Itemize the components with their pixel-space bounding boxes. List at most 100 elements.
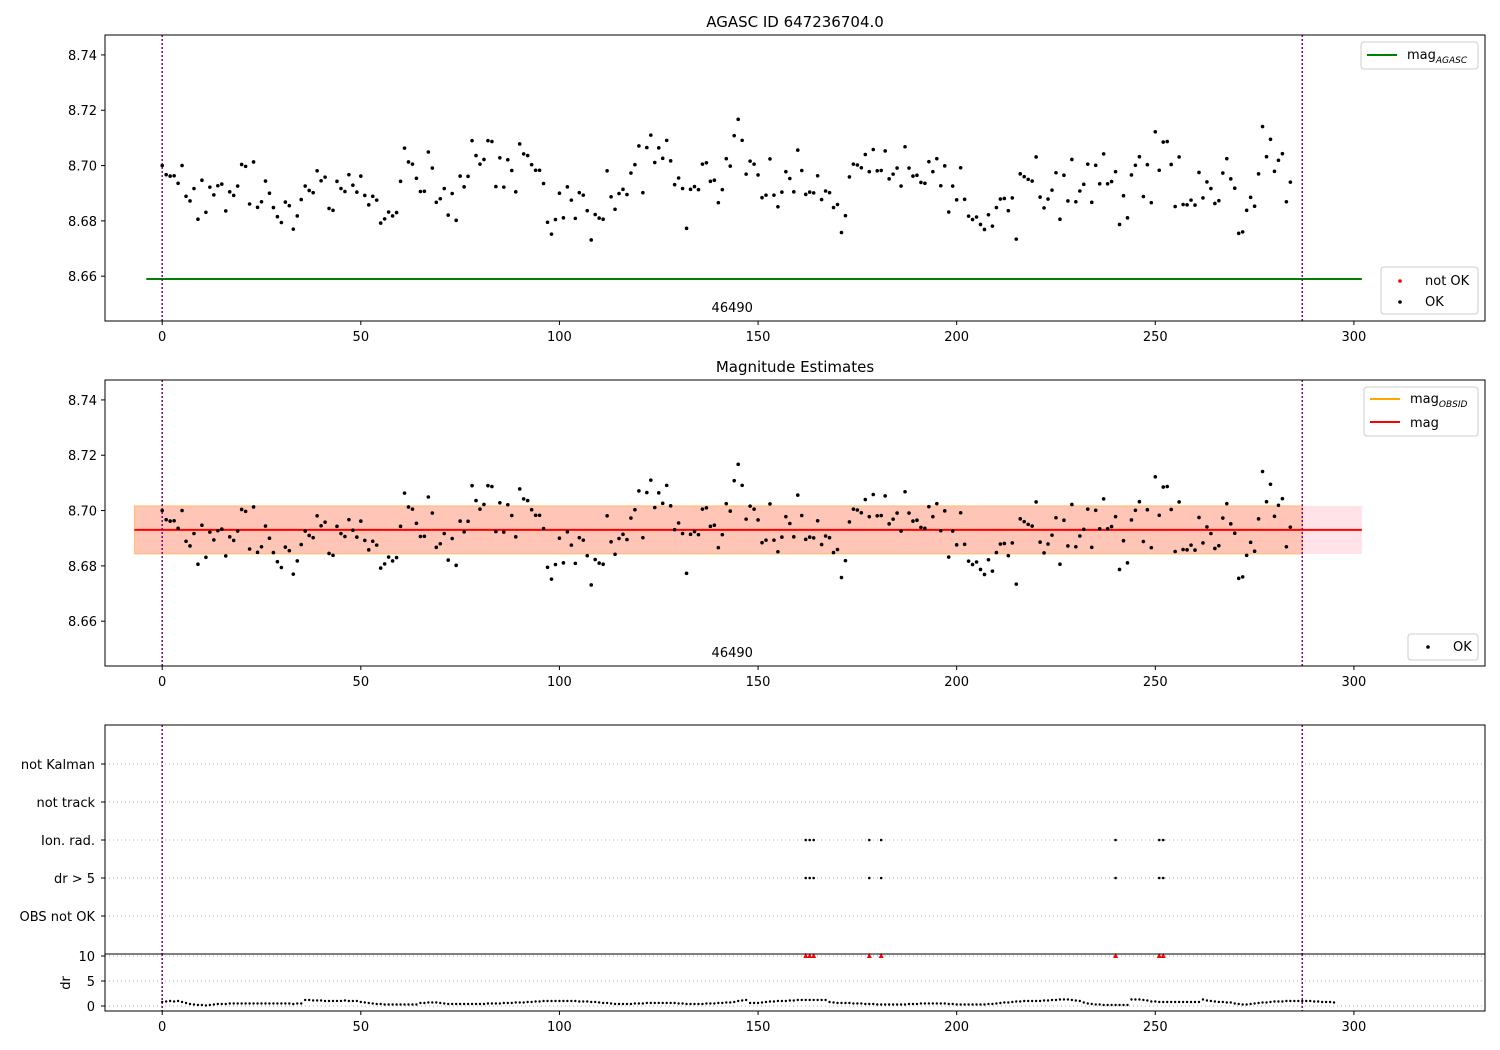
- dr-point: [1173, 1000, 1177, 1004]
- data-point: [883, 149, 887, 153]
- data-point: [994, 205, 999, 210]
- dr-point: [284, 1002, 287, 1005]
- data-point: [470, 483, 474, 488]
- dr-point: [1166, 1000, 1169, 1004]
- dr-point: [168, 999, 172, 1003]
- data-point: [362, 538, 367, 543]
- dr-point: [593, 1000, 597, 1004]
- dr-point: [272, 1002, 275, 1005]
- dr-point: [744, 998, 748, 1002]
- data-point: [192, 186, 196, 191]
- data-point: [355, 190, 359, 194]
- data-point: [343, 189, 347, 194]
- data-point: [267, 536, 272, 541]
- dr-point: [180, 1000, 184, 1004]
- data-point: [208, 185, 212, 189]
- dr-clipped-marker: [811, 953, 817, 958]
- panel-dr-x-ticks: 0 50 100 150 200 250 300: [158, 1011, 1366, 1035]
- data-point: [656, 491, 661, 495]
- dr-point: [212, 1003, 216, 1006]
- data-point: [1121, 538, 1126, 543]
- data-point: [283, 200, 288, 204]
- data-point: [545, 220, 550, 225]
- dr-point: [864, 1002, 867, 1006]
- dr-point: [899, 1003, 903, 1006]
- dr-point: [633, 1002, 637, 1005]
- data-point: [875, 169, 880, 173]
- data-point: [605, 169, 609, 173]
- x-tick-label: 0: [158, 330, 166, 345]
- data-point: [1197, 170, 1201, 175]
- dr-point: [1106, 1003, 1109, 1007]
- data-point: [772, 538, 776, 542]
- dr-clipped-marker: [803, 953, 809, 958]
- data-point: [819, 197, 824, 202]
- data-point: [994, 550, 999, 555]
- dr-point: [196, 1003, 200, 1007]
- panel-agasc-frame: [104, 34, 1486, 322]
- dr-point: [1189, 1000, 1193, 1004]
- data-point: [1149, 545, 1154, 550]
- data-point: [569, 543, 574, 547]
- dr-point: [252, 1002, 255, 1005]
- data-point: [1224, 156, 1229, 161]
- dr-point: [1034, 999, 1038, 1003]
- data-point: [776, 204, 780, 209]
- data-point: [803, 537, 808, 542]
- data-point: [188, 199, 192, 203]
- data-point: [410, 507, 415, 511]
- data-point: [351, 183, 355, 187]
- data-point: [883, 494, 887, 498]
- data-point: [239, 507, 244, 512]
- data-point: [541, 526, 546, 531]
- dr-point: [653, 1001, 656, 1005]
- data-point: [962, 197, 967, 202]
- dr-point: [621, 1002, 625, 1006]
- legend-mag-obsid-subscript: OBSID: [1439, 400, 1468, 410]
- data-point: [871, 492, 876, 497]
- dr-point: [228, 1002, 231, 1005]
- data-point: [649, 133, 653, 137]
- dr-point: [220, 1002, 223, 1006]
- data-point: [581, 538, 586, 542]
- dr-point: [355, 999, 359, 1003]
- dr-point: [931, 1002, 935, 1005]
- dr-point: [343, 999, 347, 1002]
- data-point: [1093, 508, 1098, 513]
- data-point: [517, 487, 522, 491]
- data-point: [323, 520, 327, 524]
- data-point: [486, 138, 490, 143]
- data-point: [362, 193, 367, 198]
- data-point: [1161, 485, 1166, 489]
- legend-ok-marker: [1398, 300, 1402, 304]
- data-point: [1054, 170, 1058, 175]
- data-point: [998, 197, 1003, 201]
- data-point: [903, 489, 907, 494]
- data-point: [831, 205, 836, 210]
- data-point: [585, 553, 590, 558]
- dr-point: [367, 1001, 370, 1005]
- data-point: [605, 514, 609, 518]
- data-point: [549, 232, 554, 236]
- data-point: [521, 152, 526, 156]
- dr-point: [534, 1000, 537, 1003]
- dr-point: [514, 1001, 517, 1004]
- data-point: [1153, 475, 1158, 479]
- dr-point: [1126, 1003, 1129, 1007]
- data-point: [327, 206, 331, 211]
- data-point: [652, 160, 657, 165]
- data-point: [895, 511, 899, 515]
- data-point: [351, 528, 355, 532]
- data-point: [343, 534, 347, 539]
- data-point: [1205, 525, 1209, 529]
- data-point: [474, 153, 478, 158]
- data-point: [1022, 519, 1027, 524]
- dr-point: [1332, 1001, 1336, 1004]
- data-point: [1117, 222, 1122, 227]
- dr-point: [1185, 1000, 1189, 1004]
- dr-point: [1046, 999, 1050, 1002]
- data-point: [692, 184, 697, 189]
- data-point: [827, 190, 832, 195]
- data-point: [843, 558, 848, 563]
- dr-point: [542, 999, 545, 1003]
